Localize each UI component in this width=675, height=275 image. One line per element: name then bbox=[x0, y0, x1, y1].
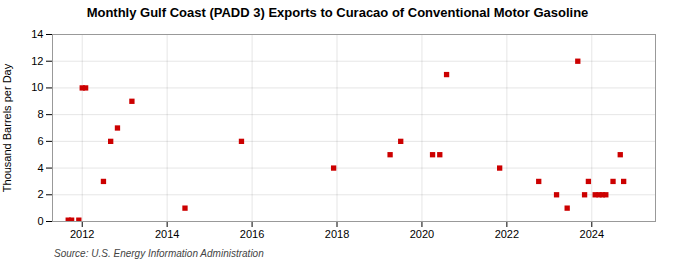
svg-text:6: 6 bbox=[37, 135, 43, 147]
svg-text:2: 2 bbox=[37, 188, 43, 200]
html-text:Monthly Gulf Coast (PADD 3) Ex: Monthly Gulf Coast (PADD 3) Exports to C… bbox=[86, 5, 589, 20]
svg-text:2018: 2018 bbox=[325, 228, 349, 240]
html-text:Source: U.S. Energy Informatio: Source: U.S. Energy Information Administ… bbox=[54, 248, 264, 259]
svg-text:4: 4 bbox=[37, 162, 43, 174]
svg-text:2024: 2024 bbox=[580, 228, 604, 240]
svg-text:0: 0 bbox=[37, 215, 43, 227]
svg-text:2014: 2014 bbox=[155, 228, 179, 240]
svg-text:2016: 2016 bbox=[240, 228, 264, 240]
svg-text:10: 10 bbox=[31, 81, 43, 93]
svg-text:8: 8 bbox=[37, 108, 43, 120]
svg-text:2022: 2022 bbox=[495, 228, 519, 240]
svg-text:12: 12 bbox=[31, 55, 43, 67]
svg-text:2020: 2020 bbox=[410, 228, 434, 240]
svg-text:Thousand Barrels per Day: Thousand Barrels per Day bbox=[1, 63, 13, 192]
svg-text:14: 14 bbox=[31, 28, 43, 40]
svg-text:2012: 2012 bbox=[70, 228, 94, 240]
